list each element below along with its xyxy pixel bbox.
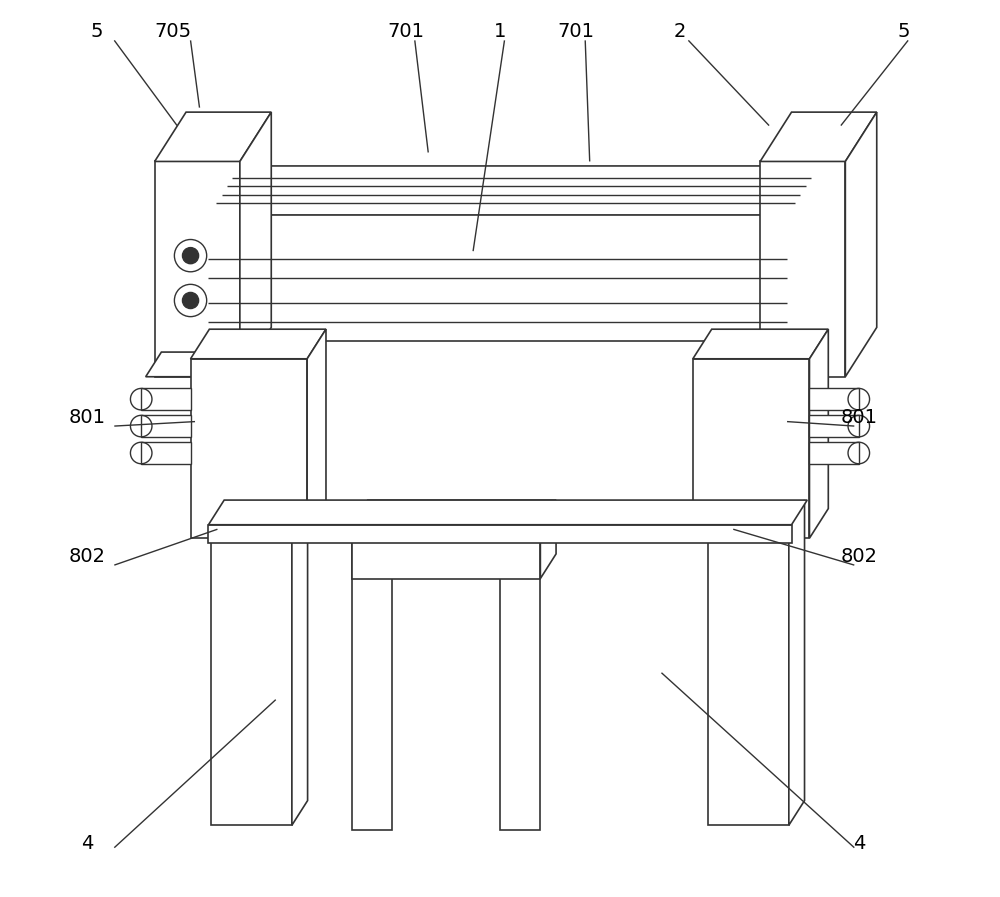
Polygon shape — [292, 501, 308, 825]
Polygon shape — [760, 161, 845, 377]
Text: 5: 5 — [90, 22, 103, 41]
Text: 5: 5 — [897, 22, 910, 41]
Text: 801: 801 — [840, 407, 877, 427]
Polygon shape — [352, 525, 540, 579]
Polygon shape — [208, 525, 792, 543]
Polygon shape — [155, 112, 271, 161]
Polygon shape — [141, 388, 191, 410]
Text: 802: 802 — [69, 546, 106, 566]
Text: 4: 4 — [81, 833, 94, 853]
Polygon shape — [191, 329, 326, 359]
Circle shape — [182, 248, 199, 264]
Polygon shape — [809, 442, 859, 464]
Polygon shape — [191, 359, 307, 538]
Polygon shape — [693, 359, 809, 538]
Polygon shape — [809, 329, 828, 538]
Polygon shape — [500, 525, 540, 830]
Polygon shape — [760, 112, 877, 161]
Polygon shape — [208, 166, 818, 215]
Polygon shape — [708, 525, 789, 825]
Text: 705: 705 — [154, 22, 191, 41]
Text: 701: 701 — [558, 22, 595, 41]
Polygon shape — [693, 329, 828, 359]
Text: 701: 701 — [387, 22, 424, 41]
Polygon shape — [540, 501, 556, 579]
Polygon shape — [809, 388, 859, 410]
Text: 4: 4 — [853, 833, 865, 853]
Polygon shape — [240, 112, 271, 377]
Polygon shape — [352, 525, 392, 830]
Polygon shape — [809, 415, 859, 437]
Polygon shape — [208, 215, 787, 341]
Polygon shape — [787, 166, 818, 341]
Text: 2: 2 — [673, 22, 686, 41]
Polygon shape — [307, 329, 326, 538]
Polygon shape — [146, 353, 269, 377]
Polygon shape — [141, 415, 191, 437]
Polygon shape — [141, 442, 191, 464]
Polygon shape — [845, 112, 877, 377]
Text: 801: 801 — [69, 407, 106, 427]
Text: 802: 802 — [840, 546, 877, 566]
Circle shape — [182, 292, 199, 309]
Polygon shape — [208, 501, 807, 525]
Polygon shape — [211, 525, 292, 825]
Polygon shape — [789, 501, 805, 825]
Polygon shape — [155, 161, 240, 377]
Text: 1: 1 — [494, 22, 506, 41]
Polygon shape — [352, 501, 556, 525]
